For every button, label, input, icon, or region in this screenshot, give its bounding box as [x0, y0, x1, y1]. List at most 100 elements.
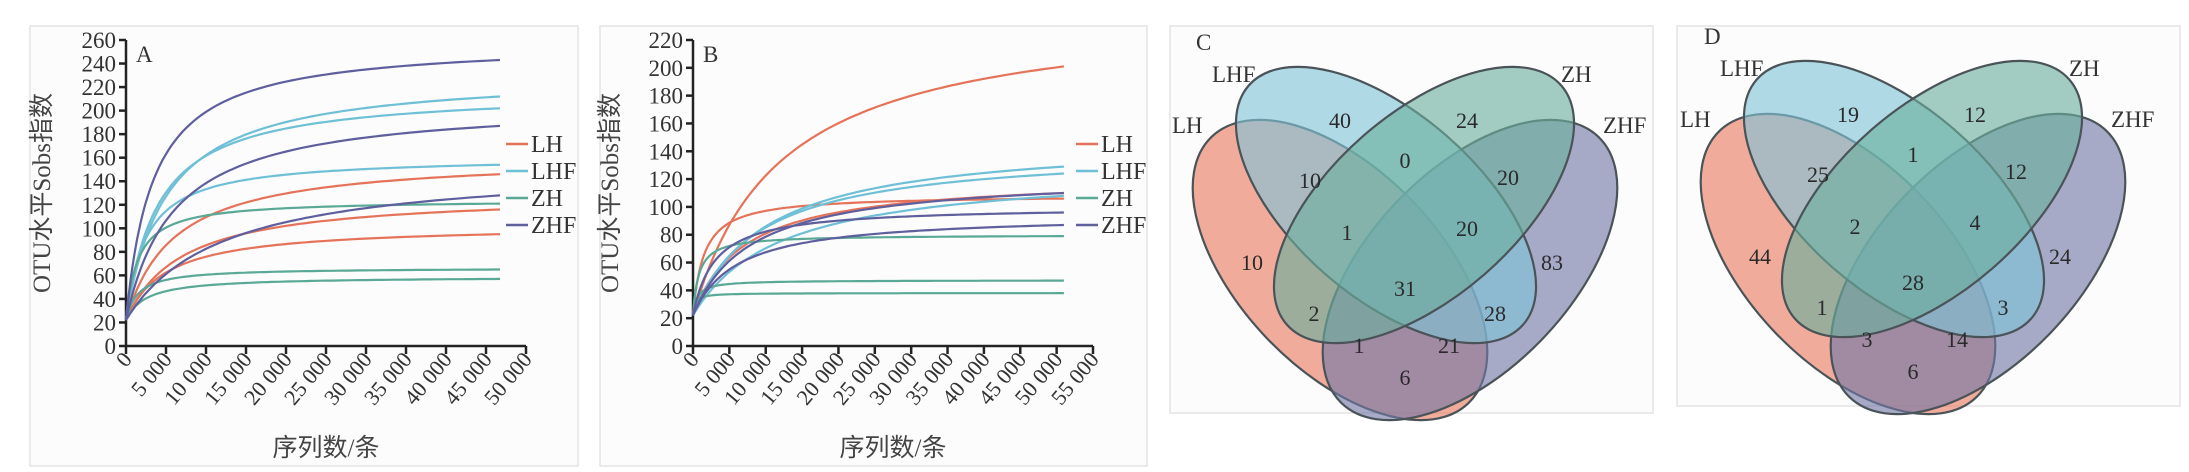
venn-count-lh-only: 44 — [1749, 244, 1771, 269]
y-tick-label: 40 — [660, 278, 683, 303]
venn-count-zh-zhf: 12 — [2005, 159, 2027, 184]
venn-count-lhf-zh-zhf: 4 — [1970, 210, 1981, 235]
y-tick-label: 260 — [82, 28, 117, 53]
series-line-lhf — [124, 107, 501, 321]
venn-count-lh-zh: 1 — [1817, 295, 1828, 320]
series-line-lh — [691, 197, 1064, 316]
y-tick-label: 100 — [649, 195, 684, 220]
venn-count-lh-zh-zhf: 1 — [1354, 333, 1365, 358]
venn-count-lh-lhf-zhf: 21 — [1438, 333, 1460, 358]
y-tick-label: 20 — [93, 310, 116, 335]
venn-label-zhf: ZHF — [1603, 113, 1646, 138]
venn-label-lhf: LHF — [1212, 62, 1255, 87]
series-line-zh — [691, 235, 1064, 316]
y-tick-label: 0 — [672, 334, 684, 359]
y-tick-label: 240 — [82, 52, 117, 77]
y-tick-label: 200 — [82, 99, 117, 124]
legend-label-lhf: LHF — [1101, 159, 1146, 185]
series-line-zhf — [691, 211, 1064, 316]
y-tick-label: 200 — [649, 56, 684, 81]
series-line-zh — [125, 277, 501, 321]
y-tick-label: 60 — [93, 263, 116, 288]
venn-count-all: 28 — [1902, 270, 1924, 295]
y-axis-label: OTU水平Sobs指数 — [596, 93, 624, 293]
legend-label-zh: ZH — [531, 186, 563, 212]
y-tick-label: 120 — [649, 167, 684, 192]
venn-count-all: 31 — [1394, 276, 1416, 301]
venn-count-lh-lhf-zhf: 14 — [1946, 327, 1968, 352]
venn-count-zh-zhf: 20 — [1497, 165, 1519, 190]
y-tick-label: 60 — [660, 251, 683, 276]
venn-count-lh-lhf-zh: 1 — [1342, 220, 1353, 245]
y-tick-label: 220 — [82, 75, 117, 100]
series-line-zhf — [124, 58, 501, 321]
panel-a-frame — [29, 25, 579, 467]
y-tick-label: 100 — [82, 216, 117, 241]
venn-count-lh-zhf: 6 — [1400, 365, 1411, 390]
venn-count-lhf-only: 19 — [1837, 102, 1859, 127]
venn-count-lhf-only: 40 — [1329, 108, 1351, 133]
y-tick-label: 140 — [82, 169, 117, 194]
series-line-zhf — [124, 124, 501, 321]
legend-label-zhf: ZHF — [1101, 213, 1146, 239]
series-line-zh — [691, 292, 1064, 316]
legend-label-lh: LH — [531, 132, 563, 158]
y-tick-label: 160 — [82, 146, 117, 171]
series-line-zh — [691, 279, 1064, 316]
x-axis-label: 序列数/条 — [273, 434, 380, 462]
series-line-zh — [124, 268, 500, 321]
venn-count-lh-lhf: 25 — [1807, 162, 1829, 187]
panel-label: D — [1704, 24, 1721, 49]
x-axis-label: 序列数/条 — [840, 434, 947, 462]
venn-count-lh-lhf-zh: 2 — [1850, 214, 1861, 239]
series-line-zhf — [125, 194, 501, 321]
series-line-zh — [124, 202, 501, 321]
venn-count-lhf-zhf: 3 — [1998, 295, 2009, 320]
panel-label: A — [136, 42, 153, 67]
venn-set-zh — [1272, 65, 1576, 345]
y-axis-label: OTU水平Sobs指数 — [28, 93, 56, 293]
y-tick-label: 220 — [649, 28, 684, 53]
venn-label-zh: ZH — [2069, 56, 2100, 81]
venn-set-zh — [1780, 59, 2084, 339]
y-tick-label: 80 — [93, 240, 116, 265]
venn-count-lh-zh: 2 — [1309, 301, 1320, 326]
venn-count-zhf-only: 24 — [2049, 244, 2071, 269]
legend-label-lhf: LHF — [531, 159, 576, 185]
venn-count-zh-only: 12 — [1964, 102, 1986, 127]
venn-count-lh-zh-zhf: 3 — [1862, 327, 1873, 352]
y-tick-label: 180 — [82, 122, 117, 147]
venn-label-lh: LH — [1680, 107, 1711, 132]
legend-label-zhf: ZHF — [531, 213, 576, 239]
legend-label-zh: ZH — [1101, 186, 1133, 212]
y-tick-label: 180 — [649, 84, 684, 109]
venn-label-lh: LH — [1172, 113, 1203, 138]
y-tick-label: 0 — [105, 334, 117, 359]
venn-count-lh-zhf: 6 — [1908, 359, 1919, 384]
y-tick-label: 40 — [93, 287, 116, 312]
y-tick-label: 140 — [649, 139, 684, 164]
panel-label: C — [1196, 30, 1211, 55]
venn-count-lhf-zh-zhf: 20 — [1456, 216, 1478, 241]
venn-count-lh-only: 10 — [1241, 250, 1263, 275]
series-line-lhf — [124, 163, 501, 321]
series-line-lh — [691, 65, 1065, 316]
y-tick-label: 120 — [82, 193, 117, 218]
venn-label-zh: ZH — [1561, 62, 1592, 87]
venn-count-lhf-zh: 0 — [1400, 148, 1411, 173]
y-tick-label: 160 — [649, 111, 684, 136]
series-line-lhf — [691, 172, 1064, 316]
venn-label-zhf: ZHF — [2111, 107, 2154, 132]
venn-count-lhf-zhf: 28 — [1484, 301, 1506, 326]
panel-b-frame — [599, 25, 1148, 467]
venn-label-lhf: LHF — [1720, 56, 1763, 81]
series-line-zhf — [692, 223, 1064, 316]
panel-label: B — [703, 42, 718, 67]
y-tick-label: 80 — [660, 223, 683, 248]
venn-count-zh-only: 24 — [1456, 108, 1478, 133]
venn-count-lhf-zh: 1 — [1908, 142, 1919, 167]
venn-count-zhf-only: 83 — [1541, 250, 1563, 275]
